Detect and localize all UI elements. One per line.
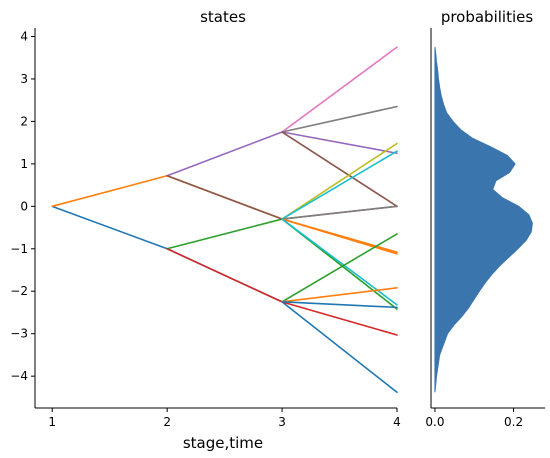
states-x-axis-label: stage,time xyxy=(183,434,263,452)
state-path-2 xyxy=(51,174,398,255)
state-path-13 xyxy=(281,218,398,253)
prob-x-tick-label: 0.2 xyxy=(504,415,523,429)
states-y-ticks: −4 −3 −2 −1 0 1 2 3 4 xyxy=(10,29,35,383)
y-tick-label: 1 xyxy=(20,157,28,171)
x-tick-label: 4 xyxy=(393,415,401,429)
state-path-7 xyxy=(281,46,398,133)
y-tick-label: −4 xyxy=(10,369,28,383)
states-x-ticks: 1 2 3 4 xyxy=(48,408,401,429)
y-tick-label: 0 xyxy=(20,199,28,213)
state-path-12 xyxy=(281,205,398,220)
y-tick-label: −2 xyxy=(10,284,28,298)
x-tick-label: 3 xyxy=(278,415,286,429)
y-tick-label: 4 xyxy=(20,29,28,43)
state-path-16 xyxy=(281,287,398,303)
state-path-9 xyxy=(281,131,398,208)
probability-density-group xyxy=(434,47,533,393)
prob-x-tick-label: 0.0 xyxy=(425,415,444,429)
state-path-11 xyxy=(281,150,398,220)
probability-density-area xyxy=(434,47,533,393)
x-tick-label: 1 xyxy=(48,415,56,429)
probabilities-panel: probabilities 0.0 0.2 xyxy=(425,8,545,429)
states-panel: states −4 −3 −2 −1 0 1 2 3 4 1 2 3 4 stage,time xyxy=(10,8,401,452)
x-tick-label: 2 xyxy=(163,415,171,429)
probabilities-title: probabilities xyxy=(441,8,534,26)
y-tick-label: −3 xyxy=(10,327,28,341)
state-path-17 xyxy=(281,301,398,309)
probabilities-x-ticks: 0.0 0.2 xyxy=(425,408,523,429)
state-path-10 xyxy=(281,142,398,220)
state-path-15 xyxy=(281,233,398,303)
state-path-5 xyxy=(166,131,398,177)
y-tick-label: −1 xyxy=(10,242,28,256)
y-tick-label: 2 xyxy=(20,114,28,128)
y-tick-label: 3 xyxy=(20,72,28,86)
states-series-group xyxy=(51,46,398,394)
state-path-6 xyxy=(166,174,398,220)
state-path-8 xyxy=(281,105,398,133)
states-title: states xyxy=(200,8,246,26)
